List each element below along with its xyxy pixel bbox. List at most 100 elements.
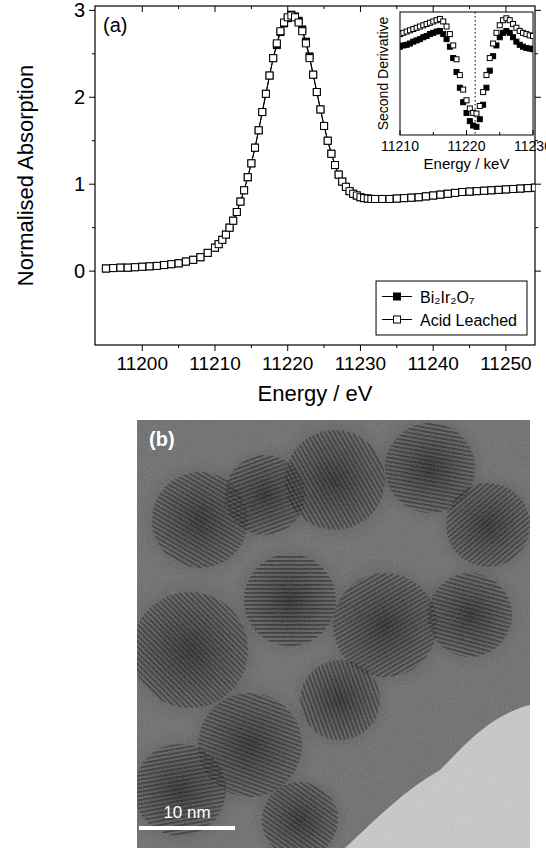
data-point: [102, 265, 109, 272]
tem-background: [137, 420, 530, 848]
data-point: [182, 258, 189, 265]
data-point: [233, 209, 240, 216]
data-point: [241, 187, 248, 194]
data-point: [313, 89, 320, 96]
x-tick-label: 11200: [117, 353, 168, 374]
x-tick: [142, 345, 143, 351]
data-point: [441, 32, 446, 37]
legend-label: Acid Leached: [420, 312, 517, 329]
y-tick-label: 2: [74, 86, 85, 108]
x-minor-tick: [396, 345, 397, 348]
data-point: [244, 174, 251, 181]
data-point: [226, 224, 233, 231]
data-point: [248, 160, 255, 167]
x-tick-top: [433, 6, 434, 12]
legend-swatch-marker: [394, 293, 401, 300]
y-tick-label: 1: [74, 173, 85, 195]
inset-x-tick: [466, 130, 467, 135]
data-point: [270, 55, 277, 62]
data-point: [393, 195, 400, 202]
data-point: [497, 23, 502, 28]
x-minor-tick-top: [178, 6, 179, 9]
data-point: [295, 19, 302, 26]
data-point: [459, 189, 466, 196]
data-point: [372, 195, 379, 202]
data-point: [510, 185, 517, 192]
data-point: [474, 111, 479, 116]
data-point: [230, 217, 237, 224]
data-point: [237, 198, 244, 205]
legend-box: [376, 281, 527, 335]
inset-frame: [400, 12, 533, 135]
data-point: [452, 189, 459, 196]
y-tick-label: 3: [74, 0, 85, 21]
data-point: [494, 30, 499, 35]
data-point: [266, 72, 273, 79]
data-point: [146, 263, 153, 270]
scale-bar: [139, 826, 235, 830]
data-point: [430, 192, 437, 199]
data-point: [452, 189, 459, 196]
tem-image: [137, 420, 530, 848]
data-point: [524, 185, 531, 192]
data-point: [313, 89, 320, 96]
y-tick-right: [535, 97, 541, 98]
data-point: [190, 256, 197, 263]
x-tick-label: 11240: [407, 353, 458, 374]
data-group: [400, 16, 533, 129]
inset-x-minor-tick: [499, 132, 500, 135]
x-tick-top: [142, 6, 143, 12]
scale-bar-label: 10 nm: [163, 803, 210, 822]
data-point: [422, 193, 429, 200]
data-point: [510, 185, 517, 192]
inset-x-tick: [400, 130, 401, 135]
legend-swatch-marker: [394, 316, 401, 323]
data-point: [379, 195, 386, 202]
data-point: [328, 150, 335, 157]
data-point: [259, 109, 266, 116]
data-point: [332, 162, 339, 169]
data-point: [190, 256, 197, 263]
data-point: [124, 264, 131, 271]
data-point: [321, 122, 328, 129]
data-point: [161, 262, 168, 269]
data-point: [252, 144, 259, 151]
data-point: [328, 150, 335, 157]
tem-grain: [137, 420, 530, 848]
inset-x-tick-label: 11230: [514, 138, 546, 154]
data-point: [259, 109, 266, 116]
data-point: [401, 195, 408, 202]
data-point: [488, 187, 495, 194]
data-point: [302, 40, 309, 47]
data-point: [226, 224, 233, 231]
x-minor-tick: [324, 345, 325, 348]
x-tick: [360, 345, 361, 351]
data-point: [321, 122, 328, 129]
y-minor-tick: [92, 227, 95, 228]
legend: Bi₂Ir₂O₇Acid Leached: [376, 281, 527, 335]
data-point: [222, 231, 229, 238]
y-tick: [89, 271, 95, 272]
y-minor-tick-right: [535, 53, 538, 54]
data-point: [372, 195, 379, 202]
data-point: [502, 186, 509, 193]
data-point: [466, 188, 473, 195]
panel-label: (a): [103, 14, 127, 36]
data-point: [132, 264, 139, 271]
data-point: [444, 37, 449, 42]
data-point: [466, 188, 473, 195]
data-point: [204, 249, 211, 256]
data-point: [317, 106, 324, 113]
data-point: [139, 263, 146, 270]
data-point: [422, 193, 429, 200]
data-point: [161, 262, 168, 269]
data-point: [244, 174, 251, 181]
data-group: [102, 11, 535, 272]
data-point: [332, 162, 339, 169]
data-point: [233, 209, 240, 216]
x-minor-tick-top: [251, 6, 252, 9]
data-point: [266, 72, 273, 79]
data-point: [204, 249, 211, 256]
data-point: [415, 194, 422, 201]
data-point: [335, 171, 342, 178]
